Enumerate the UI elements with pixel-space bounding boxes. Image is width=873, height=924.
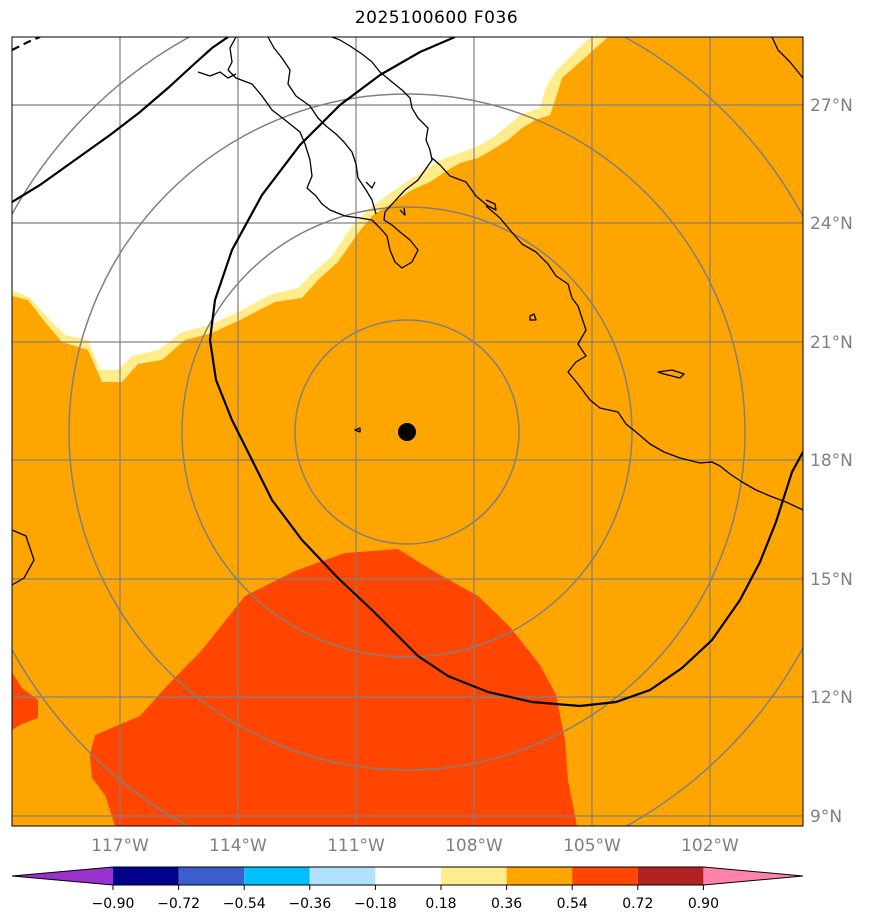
colorbar-seg-4 [309, 867, 376, 885]
lon-labels: 117°W 114°W 111°W 108°W 105°W 102°W [91, 836, 739, 856]
colorbar-seg-3 [244, 867, 310, 885]
colorbar-label-5: 0.18 [425, 896, 456, 912]
colorbar-ticks [112, 885, 704, 890]
colorbar-label-2: −0.54 [223, 896, 266, 912]
contour-lines [12, 37, 803, 708]
lat-label-12n: 12°N [810, 688, 853, 708]
range-rings [12, 37, 803, 826]
colorbar-label-9: 0.90 [688, 896, 719, 912]
colorbar-seg-8 [572, 867, 638, 885]
colorbar-label-6: 0.36 [491, 896, 522, 912]
lat-label-15n: 15°N [810, 570, 853, 590]
lat-labels: 27°N 24°N 21°N 18°N 15°N 12°N 9°N [810, 96, 853, 827]
colorbar-label-3: −0.36 [288, 896, 331, 912]
colorbar-seg-2 [178, 867, 245, 885]
colorbar-seg-9 [637, 867, 704, 885]
colorbar-label-4: −0.18 [354, 896, 397, 912]
lon-label-111w: 111°W [327, 836, 385, 856]
colorbar-seg-10 [703, 867, 803, 885]
map-title: 2025100600 F036 [354, 8, 519, 28]
storm-center-marker [398, 423, 416, 441]
colorbar-label-8: 0.72 [622, 896, 653, 912]
map-area [12, 37, 803, 826]
lat-label-24n: 24°N [810, 214, 853, 234]
map-frame [11, 36, 804, 827]
colorbar-seg-7 [506, 867, 573, 885]
coastlines [12, 37, 803, 586]
colorbar-seg-5 [375, 867, 441, 885]
red-region [90, 549, 577, 826]
lon-label-102w: 102°W [681, 836, 739, 856]
gridlines [12, 37, 803, 826]
colorbar-seg-1 [113, 867, 179, 885]
colorbar: −0.90 −0.72 −0.54 −0.36 −0.18 0.18 0.36 … [11, 866, 804, 912]
lon-label-105w: 105°W [563, 836, 621, 856]
colorbar-label-1: −0.72 [157, 896, 200, 912]
lat-label-21n: 21°N [810, 333, 853, 353]
lat-label-9n: 9°N [810, 807, 842, 827]
lon-label-114w: 114°W [209, 836, 267, 856]
colorbar-label-0: −0.90 [92, 896, 135, 912]
colorbar-label-7: 0.54 [557, 896, 588, 912]
lat-label-27n: 27°N [810, 96, 853, 116]
lat-label-18n: 18°N [810, 451, 853, 471]
colorbar-seg-0 [12, 867, 113, 885]
lon-label-117w: 117°W [91, 836, 149, 856]
colorbar-seg-6 [441, 867, 507, 885]
lon-label-108w: 108°W [445, 836, 503, 856]
white-area [12, 37, 590, 370]
red-region-west [12, 672, 38, 730]
